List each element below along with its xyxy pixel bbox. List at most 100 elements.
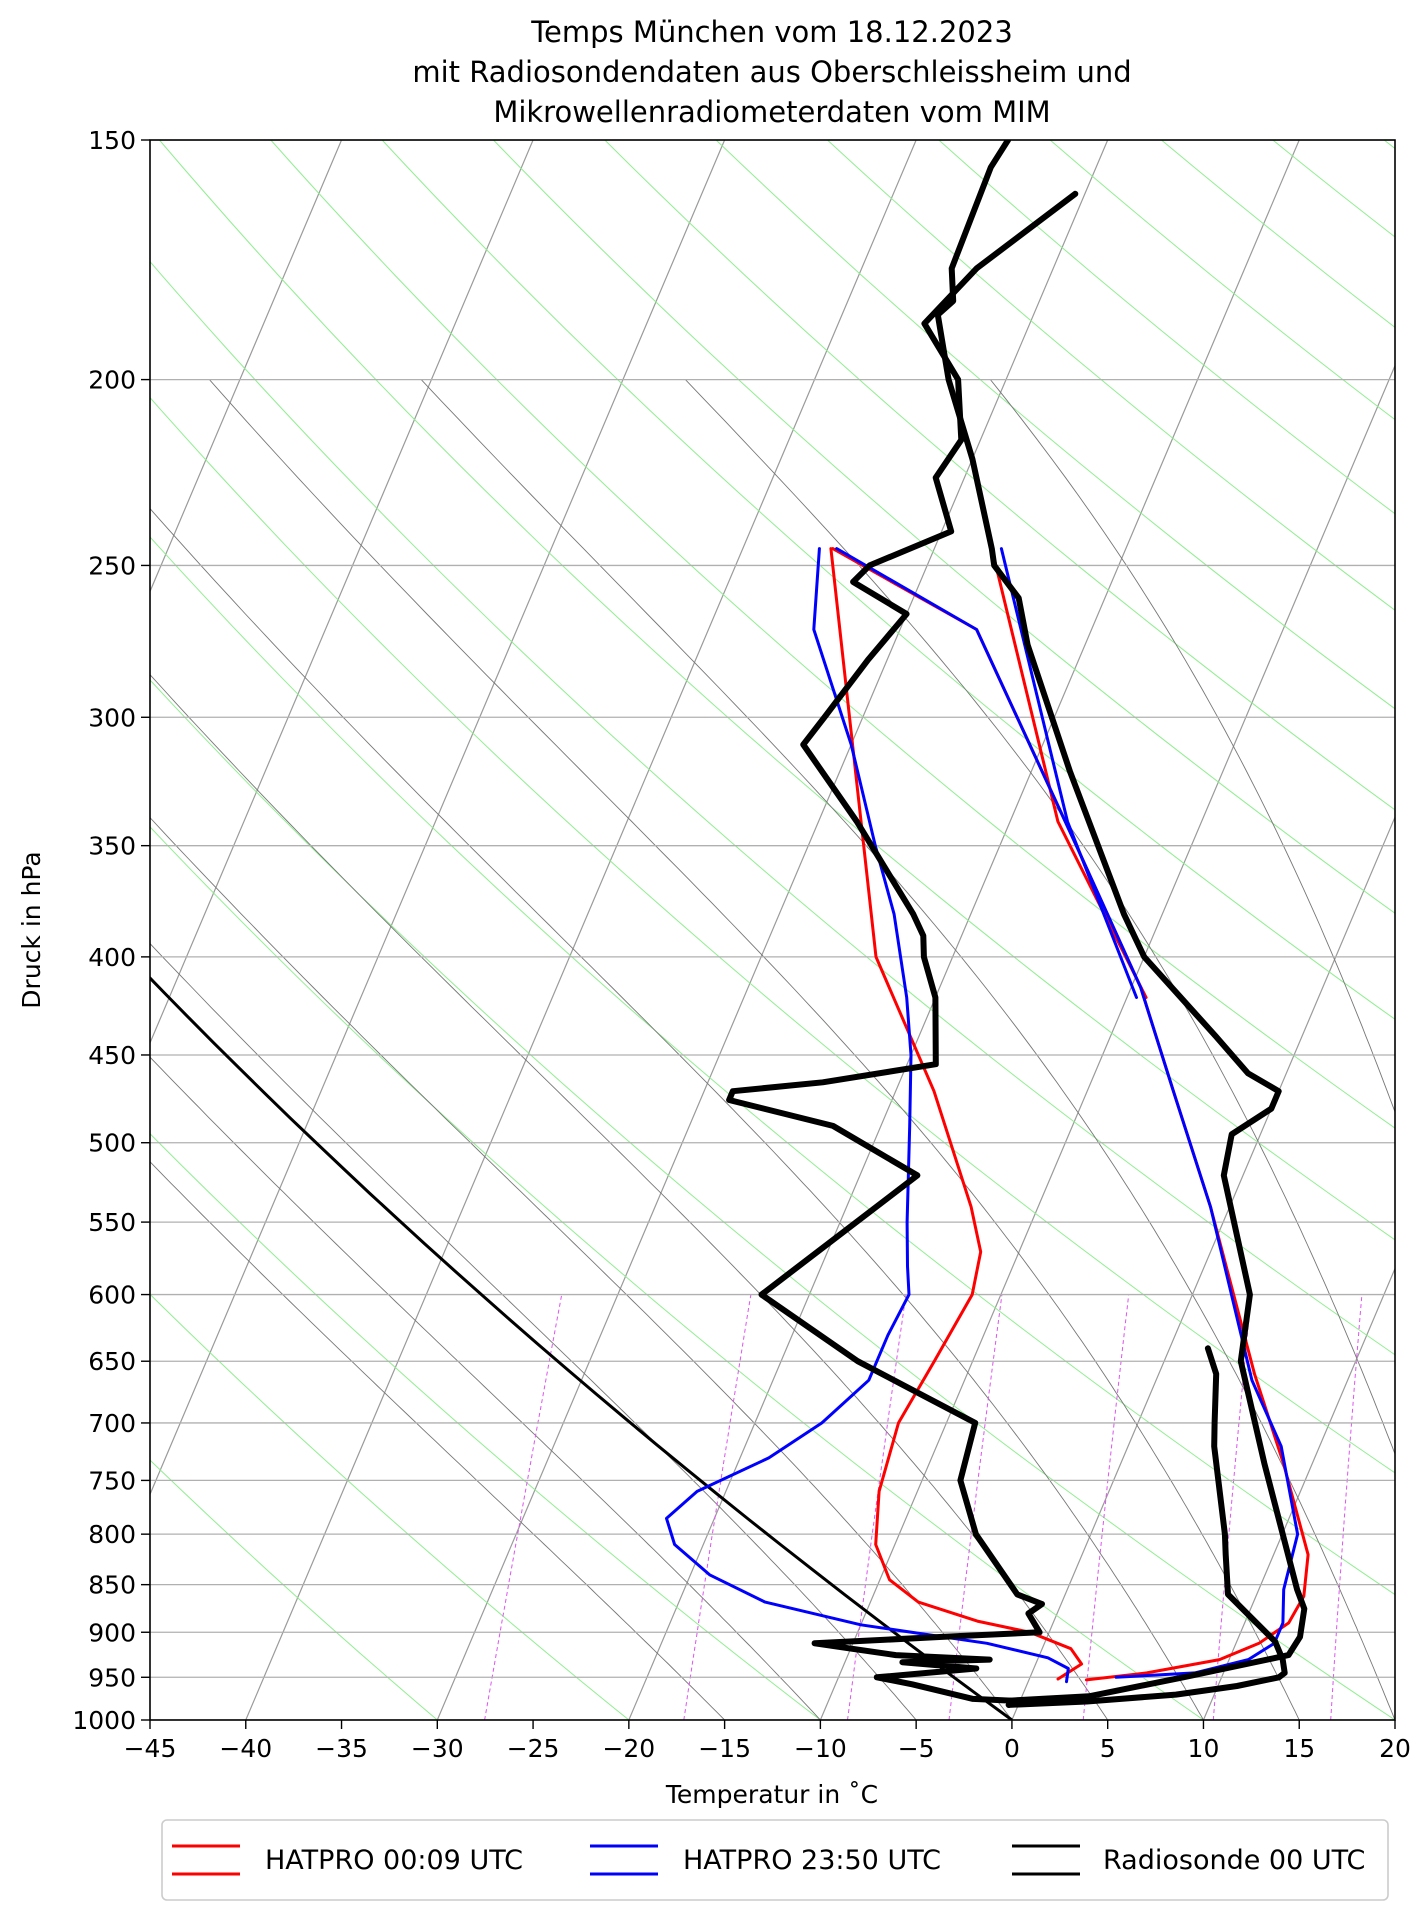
x-tick-label: −5 [898,1734,935,1763]
y-tick-label: 600 [88,1281,136,1310]
legend-item-hatpro-0009: HATPRO 00:09 UTC [172,1844,523,1876]
dry-adiabat-line [150,679,1395,1720]
dry-adiabat-line [150,1133,822,1720]
dry-adiabat-line [150,826,1205,1720]
x-tick-label: −35 [315,1734,368,1763]
x-tick-label: −10 [794,1734,847,1763]
mixing-ratio-line [683,1294,752,1720]
dry-adiabat-line [604,140,1395,811]
grid [150,140,1395,1720]
mixing-ratio-line [1330,1294,1363,1720]
background-lines [150,140,1427,1720]
series-0-profile-2 [990,547,1148,999]
x-tick-label: −25 [507,1734,560,1763]
legend-item-radiosonde: Radiosonde 00 UTC [1012,1844,1365,1876]
dry-adiabat-line [270,140,1395,1129]
isotherm-line [150,140,343,593]
data-series [665,140,1310,1708]
y-tick-label: 150 [88,126,136,155]
dry-adiabat-line [150,260,1395,1356]
moist-adiabat-line [990,379,1395,1114]
isotherm-line [628,140,1300,1720]
y-tick-label: 200 [88,366,136,395]
legend-box [161,1819,1389,1901]
dry-adiabat-line [493,140,1395,914]
y-tick-label: 850 [88,1571,136,1600]
series-0-profile-1 [829,547,1084,1681]
dry-adiabat-line [150,536,1395,1596]
chart-title-line-2: mit Radiosondendaten aus Oberschleisshei… [412,55,1131,89]
moist-adiabat-line [150,674,1109,1720]
x-tick-label: −45 [124,1734,177,1763]
mixing-ratio-line [484,1294,563,1720]
dry-adiabat-line [827,140,1395,611]
y-tick-label: 650 [88,1347,136,1376]
dry-adiabat-line [1383,140,1395,150]
legend-label: HATPRO 00:09 UTC [265,1845,523,1876]
isotherm-line [1394,1718,1395,1720]
mixing-ratio-line [1417,1295,1427,1720]
dry-adiabat-line [150,977,1013,1720]
x-tick-label: −30 [411,1734,464,1763]
x-tick-label: 20 [1379,1734,1411,1763]
moist-adiabat-line [150,507,1204,1720]
dry-adiabat-line [938,140,1395,515]
legend: HATPRO 00:09 UTC HATPRO 23:50 UTC Radios… [161,1819,1389,1901]
y-tick-label: 350 [88,832,136,861]
chart-title-line-3: Mikrowellenradiometerdaten vom MIM [493,95,1050,129]
x-tick-label: −40 [219,1734,272,1763]
x-axis-ticks: −45 −40 −35 −30 −25 −20 −15 −10 −5 0 5 10 15 20 [124,1720,1411,1763]
y-tick-label: 450 [88,1041,136,1070]
y-axis-label: Druck in hPa [17,851,46,1008]
y-tick-label: 900 [88,1618,136,1647]
y-tick-label: 300 [88,703,136,732]
x-tick-label: 15 [1283,1734,1315,1763]
series-1-profile-2 [999,547,1138,999]
plot-frame [149,139,1396,1721]
moist-adiabat-line [150,816,1013,1720]
x-tick-label: 5 [1100,1734,1116,1763]
series-1-profile-0 [835,547,1300,1679]
x-tick-label: −20 [602,1734,655,1763]
y-tick-label: 700 [88,1409,136,1438]
isotherm-line [150,140,726,1496]
dry-adiabat-line [1049,140,1395,421]
moist-adiabat-line [150,942,917,1720]
legend-item-hatpro-2350: HATPRO 23:50 UTC [590,1844,941,1876]
series-2-profile-1 [726,190,1079,1708]
x-tick-label: 10 [1188,1734,1220,1763]
dry-adiabat-line [715,140,1395,710]
x-axis-label: Temperatur in ˚C [665,1780,878,1809]
y-tick-label: 250 [88,551,136,580]
moist-adiabat-line [420,379,1395,1720]
isotherm-line [150,140,534,1045]
dry-adiabat-line [159,140,1395,1241]
isotherm-line [1011,815,1395,1720]
surface-dry-adiabat-line [150,975,1013,1720]
y-tick-label: 800 [88,1520,136,1549]
dry-adiabat-line [150,1459,439,1720]
legend-label: Radiosonde 00 UTC [1103,1845,1365,1876]
y-tick-label: 550 [88,1208,136,1237]
y-tick-label: 950 [88,1663,136,1692]
y-axis-ticks: 150 200 250 300 350 400 450 500 550 600 650 700 750 8… [72,126,150,1735]
series-2-profile-2 [1005,1345,1288,1708]
chart-title-line-1: Temps München vom 18.12.2023 [530,15,1013,49]
legend-label: HATPRO 23:50 UTC [683,1845,941,1876]
dry-adiabat-line [381,140,1395,1020]
x-tick-label: −15 [698,1734,751,1763]
moist-adiabat-line [685,379,1395,1456]
mixing-ratio-line [948,1294,1003,1720]
series-1-profile-1 [665,547,1070,1684]
isotherm-line [245,140,917,1720]
y-tick-label: 500 [88,1129,136,1158]
isotherm-line [1202,1267,1395,1720]
dry-adiabat-line [150,396,1395,1474]
mixing-ratio-line [1082,1294,1130,1720]
chart-title: Temps München vom 18.12.2023 mit Radioso… [412,15,1131,129]
isotherm-line [819,364,1395,1720]
isotherm-line [436,140,1109,1720]
series-2-profile-0 [934,140,1308,1708]
y-tick-label: 1000 [72,1706,136,1735]
